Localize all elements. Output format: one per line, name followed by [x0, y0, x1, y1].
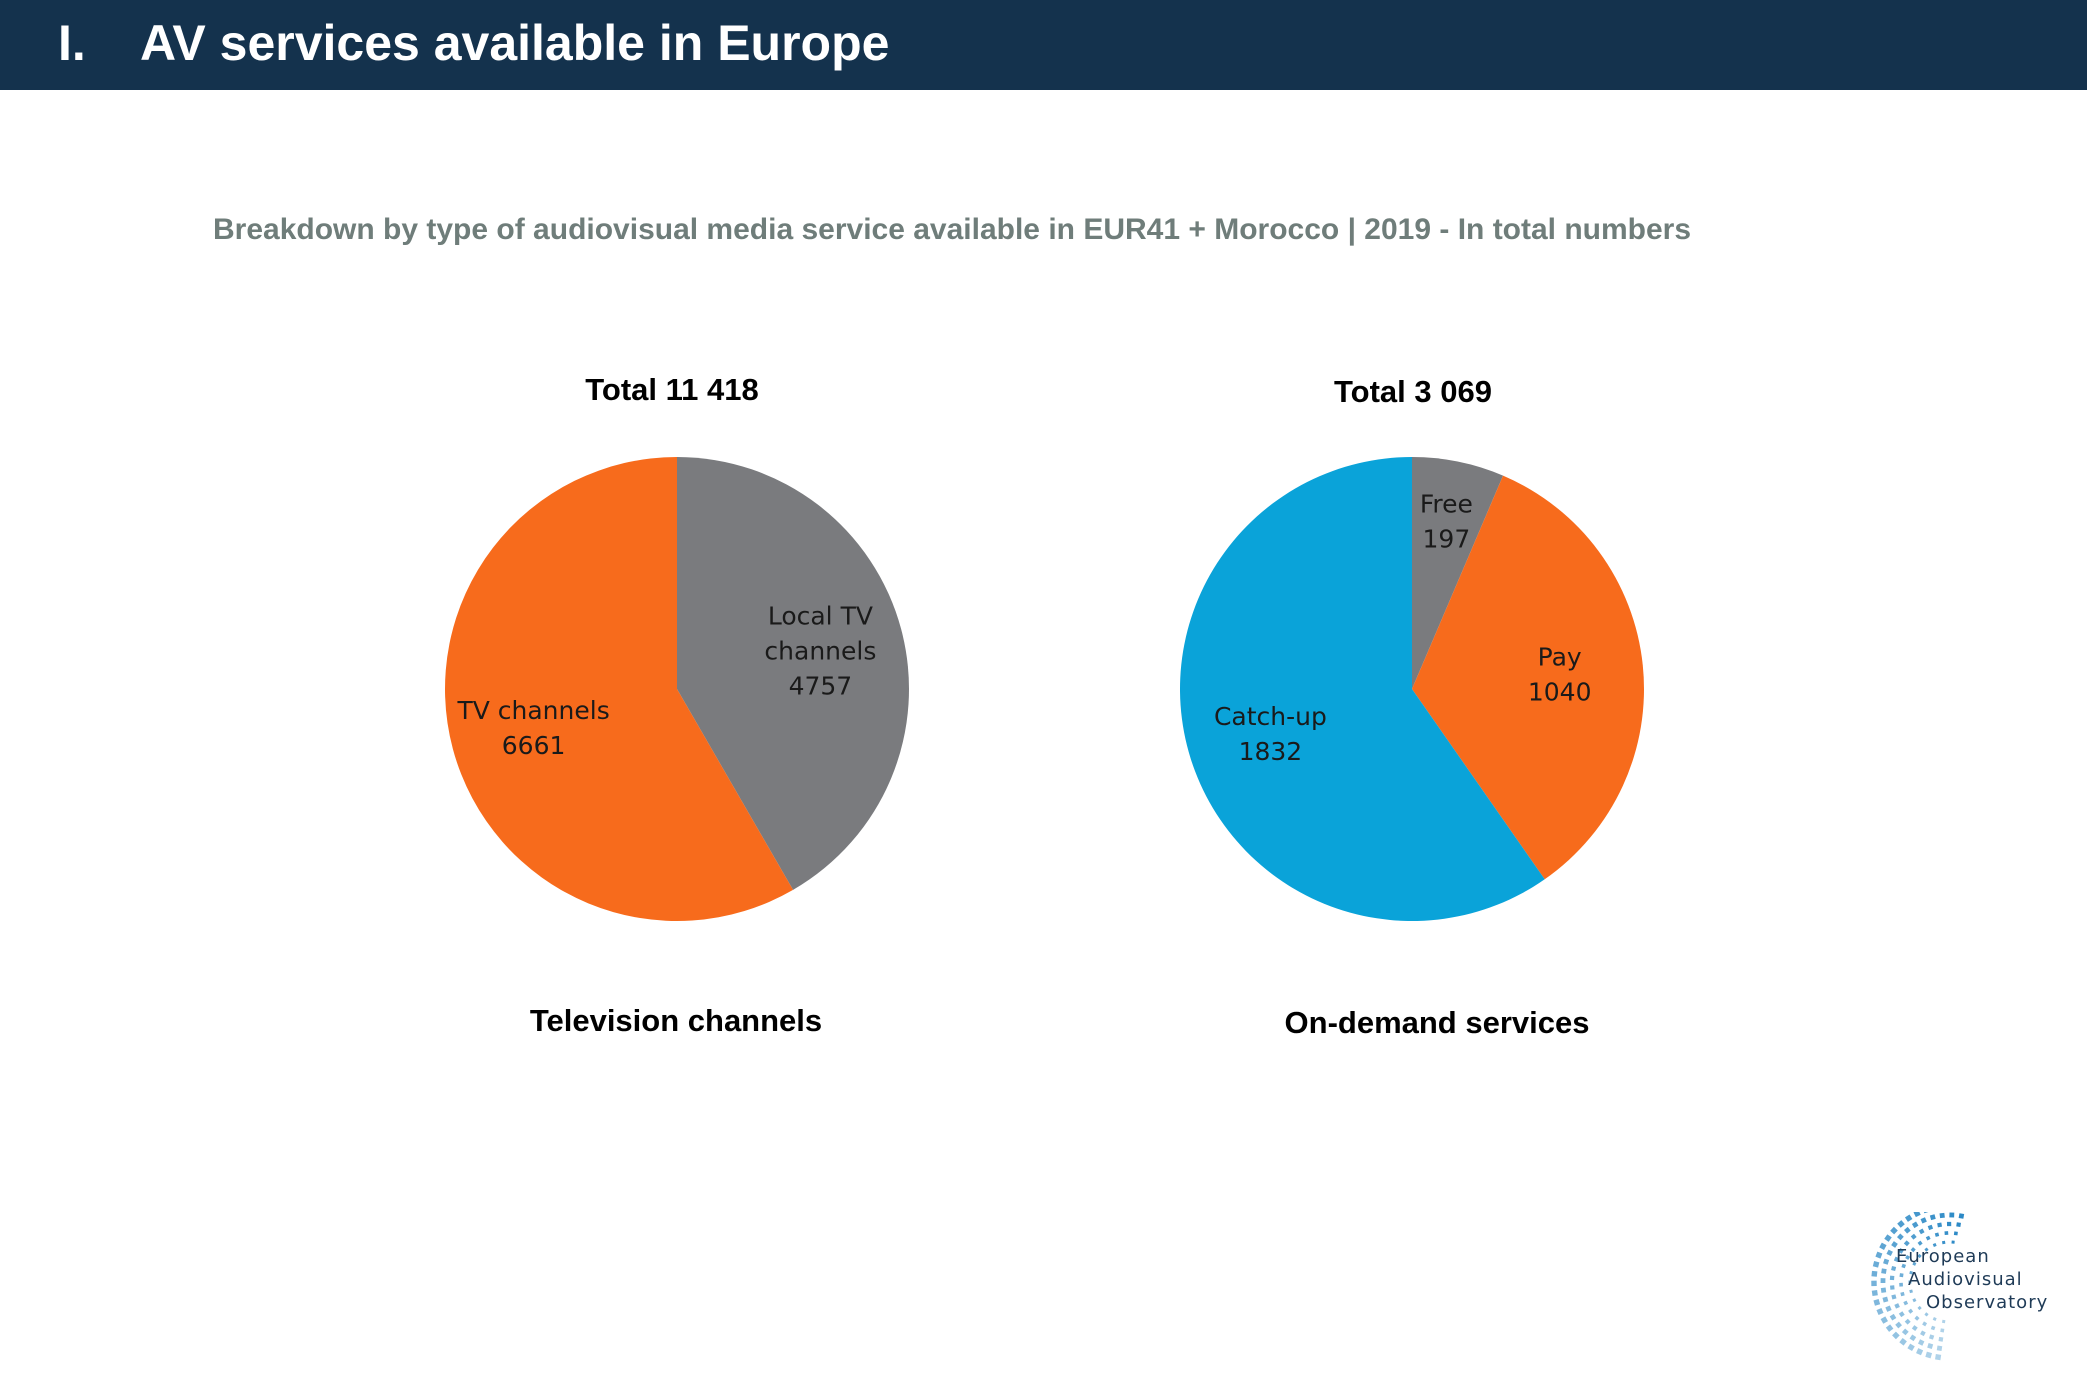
pie-total-label: Total 11 418 [585, 372, 758, 407]
pie-slice-label-tv-channels: TV channels 6661 [456, 696, 609, 760]
chart-subtitle: Breakdown by type of audiovisual media s… [213, 213, 1692, 246]
pie-total-label: Total 3 069 [1334, 374, 1492, 409]
logo-text-line1: European [1896, 1246, 1990, 1267]
pie-slice-label-catch-up: Catch-up 1832 [1214, 702, 1327, 766]
logo-text-line3: Observatory [1926, 1292, 2049, 1313]
pie-slice-local-tv-channels [677, 457, 910, 890]
header-bar: I. AV services available in Europe [0, 0, 2087, 90]
logo-swirl-icon [1871, 1203, 1968, 1361]
pie-caption: Television channels [530, 1003, 822, 1038]
pie-chart-1: Total 11 418 Television channels Local TV c… [445, 372, 910, 1038]
pie-slice-catch-up [1180, 457, 1545, 921]
page-title: AV services available in Europe [140, 15, 890, 71]
observatory-logo: European Audiovisual Observatory [1848, 1203, 2049, 1362]
pie-caption: On-demand services [1285, 1005, 1590, 1040]
logo-text-line2: Audiovisual [1908, 1269, 2023, 1290]
pie-slice-label-pay: Pay 1040 [1528, 642, 1592, 706]
pie-slice-pay [1412, 475, 1645, 880]
pie-slice-tv-channels [445, 457, 794, 921]
pie-slice-label-local-tv-channels: Local TV channels 4757 [764, 602, 876, 701]
pie-slice-label-free: Free 197 [1420, 489, 1473, 553]
section-number: I. [58, 15, 86, 71]
pie-chart-2: Total 3 069 On-demand services Free 197 Pay 1… [1180, 374, 1645, 1040]
pie-slice-free [1412, 457, 1504, 689]
